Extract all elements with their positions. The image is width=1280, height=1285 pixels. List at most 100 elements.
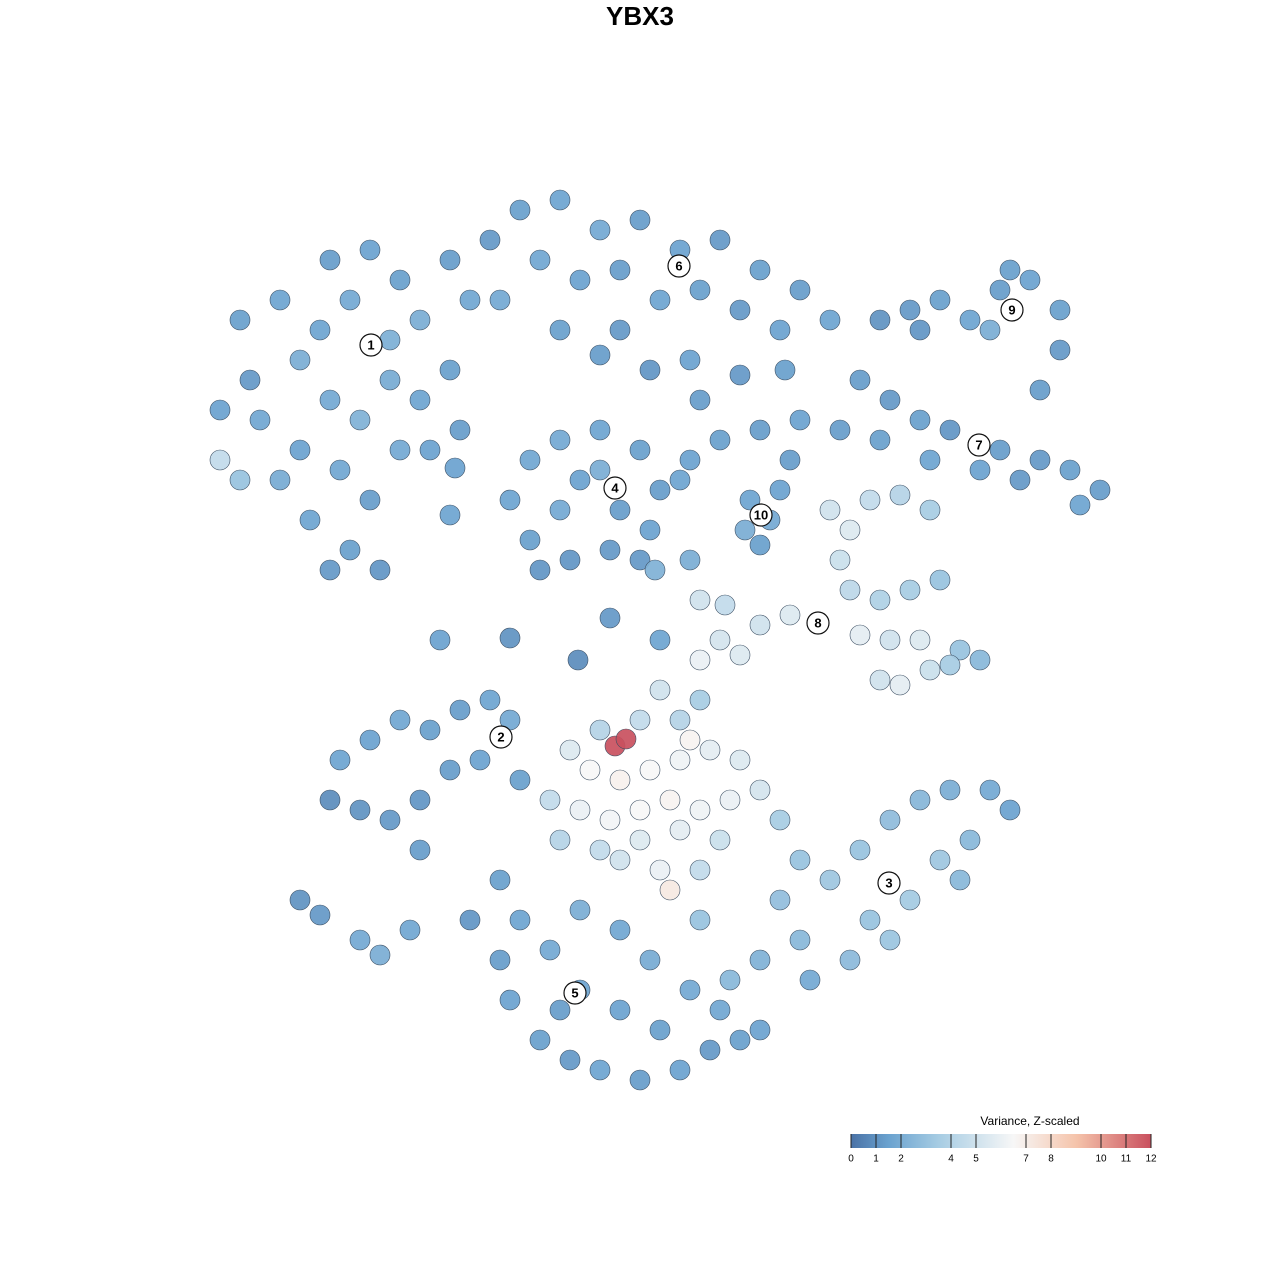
cluster-label: 8 [814,615,821,630]
data-point [669,469,691,491]
colorbar-tick-label: 7 [1023,1154,1029,1165]
data-point [819,309,841,331]
cluster-label: 9 [1008,302,1015,317]
data-point [209,399,231,421]
data-point [939,654,961,676]
data-point [1029,379,1051,401]
data-point [569,469,591,491]
data-point [489,289,511,311]
cluster-badge [667,254,691,278]
data-point [339,539,361,561]
chart-title: YBX3 [606,1,674,31]
data-point [799,969,821,991]
data-point [629,1069,651,1091]
data-point [609,999,631,1021]
data-point [1049,339,1071,361]
data-point [359,239,381,261]
colorbar-tick-label: 11 [1121,1154,1132,1165]
data-point [769,319,791,341]
data-point [679,729,701,751]
data-point [749,534,771,556]
colorbar-tick-label: 1 [873,1154,879,1165]
data-point [869,589,891,611]
data-point [609,499,631,521]
data-point [879,629,901,651]
data-point [849,624,871,646]
data-point [749,779,771,801]
data-point [409,389,431,411]
data-point [579,759,601,781]
data-point [519,449,541,471]
data-point [299,509,321,531]
data-point [599,607,621,629]
data-point [609,769,631,791]
data-point [329,459,351,481]
data-point [839,949,861,971]
data-point [329,749,351,771]
data-point [909,409,931,431]
data-point [774,359,796,381]
data-point [649,859,671,881]
data-point [939,419,961,441]
data-point [779,449,801,471]
data-point [519,529,541,551]
data-point [734,519,756,541]
data-point [689,589,711,611]
data-point [419,439,441,461]
data-point [769,479,791,501]
data-point [615,728,637,750]
data-point [359,489,381,511]
data-point [949,869,971,891]
data-point [689,859,711,881]
data-point [439,504,461,526]
data-point [749,1019,771,1041]
data-point [949,639,971,661]
data-point [444,457,466,479]
data-point [959,309,981,331]
data-point [919,659,941,681]
data-point [249,409,271,431]
data-point [629,799,651,821]
data-point [849,839,871,861]
colorbar-tick-label: 12 [1145,1154,1157,1165]
data-point [789,849,811,871]
cluster-label: 10 [754,507,768,522]
cluster-badge [603,476,627,500]
data-point [419,719,441,741]
data-point [559,739,581,761]
data-point [529,249,551,271]
data-point [289,439,311,461]
data-point [589,839,611,861]
data-point [349,799,371,821]
data-point [779,604,801,626]
colorbar [851,1134,1151,1148]
cluster-badge [563,981,587,1005]
cluster-badge [877,871,901,895]
data-point [409,789,431,811]
data-point [489,869,511,891]
data-point [349,409,371,431]
cluster-badge [489,725,513,749]
data-point [769,809,791,831]
data-point [509,909,531,931]
data-point [679,349,701,371]
data-point [389,709,411,731]
data-point [609,319,631,341]
data-point [609,849,631,871]
data-point [589,719,611,741]
data-point [369,944,391,966]
data-point [589,344,611,366]
data-point [289,349,311,371]
cluster-badge [806,611,830,635]
data-point [819,499,841,521]
data-point [1089,479,1111,501]
data-point [749,419,771,441]
cluster-label: 6 [675,258,682,273]
data-point [669,709,691,731]
colorbar-tick-label: 0 [848,1154,854,1165]
colorbar-tick-label: 5 [973,1154,979,1165]
data-point [569,799,591,821]
data-point [644,559,666,581]
data-point [549,319,571,341]
data-point [599,539,621,561]
